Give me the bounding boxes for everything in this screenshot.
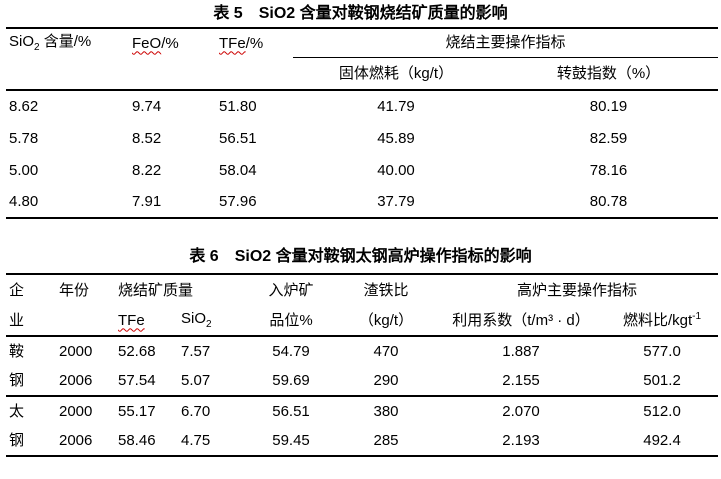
table5-row: 5.78 8.52 56.51 45.89 82.59 bbox=[6, 122, 718, 154]
cell-feo: 8.22 bbox=[132, 161, 162, 179]
cell-sio2: 5.78 bbox=[9, 129, 39, 147]
cell-feo: 7.91 bbox=[132, 193, 162, 210]
table5-row: 8.62 9.74 51.80 41.79 80.19 bbox=[6, 90, 718, 122]
cell-slag-ratio: 470 bbox=[373, 343, 399, 360]
cell-tfe: 57.54 bbox=[118, 372, 156, 389]
cell-fuel: 41.79 bbox=[377, 98, 415, 115]
cell-ore-grade: 59.69 bbox=[272, 372, 310, 389]
cell-tfe: 51.80 bbox=[219, 98, 257, 115]
cell-tfe: 56.51 bbox=[219, 129, 257, 147]
cell-tfe: 55.17 bbox=[115, 395, 178, 426]
cell-tfe: 58.04 bbox=[219, 161, 257, 179]
cell-year: 2006 bbox=[59, 432, 93, 449]
header-sio2: SiO2 bbox=[178, 305, 247, 337]
table5: SiO2 含量/% FeO/% TFe/% 烧结主要操作指标 固体燃耗（kg/t… bbox=[6, 27, 719, 219]
header-tumbler-index: 转鼓指数（%） bbox=[499, 57, 719, 91]
table6-header-row-2: 业 TFe SiO2 品位% （kg/t） 利用系数（t/m³ · d） 燃料比… bbox=[6, 305, 719, 337]
cell-tumbler: 78.16 bbox=[589, 161, 628, 179]
superscript: -1 bbox=[692, 311, 702, 322]
cell-sio2: 6.70 bbox=[178, 395, 247, 426]
subscript: 2 bbox=[34, 41, 40, 53]
cell-sio2: 7.57 bbox=[181, 343, 211, 360]
cell-utilization: 1.887 bbox=[502, 343, 540, 360]
table6-row: 钢 2006 57.54 5.07 59.69 290 2.155 501.2 bbox=[6, 366, 718, 396]
empty-cell bbox=[56, 305, 115, 337]
header-company-line2: 业 bbox=[6, 305, 56, 337]
spellcheck-underline: TFe bbox=[118, 311, 145, 329]
cell-feo: 8.52 bbox=[132, 129, 162, 147]
header-slag-ratio-line2: （kg/t） bbox=[336, 305, 437, 337]
header-sinter-quality-group: 烧结矿质量 bbox=[118, 281, 194, 299]
header-sinter-indicators-group: 烧结主要操作指标 bbox=[293, 28, 719, 58]
table6-row: 太 2000 55.17 6.70 56.51 380 2.070 512.0 bbox=[6, 395, 719, 426]
cell-year: 2006 bbox=[59, 372, 93, 389]
cell-sio2: 4.75 bbox=[181, 432, 211, 449]
table6-row: 鞍 2000 52.68 7.57 54.79 470 1.887 577.0 bbox=[6, 336, 718, 366]
empty-cell bbox=[129, 57, 216, 91]
header-company-line1: 企 bbox=[9, 281, 25, 299]
cell-ore-grade: 54.79 bbox=[272, 343, 310, 360]
cell-feo: 9.74 bbox=[132, 98, 162, 115]
cell-ore-grade: 59.45 bbox=[272, 432, 310, 449]
header-fuel-ratio: 燃料比/kgt-1 bbox=[606, 305, 719, 337]
cell-utilization: 2.155 bbox=[502, 372, 540, 389]
table5-row: 5.00 8.22 58.04 40.00 78.16 bbox=[6, 154, 718, 186]
header-charged-ore-line1: 入炉矿 bbox=[268, 281, 314, 299]
cell-company: 鞍 bbox=[9, 343, 25, 360]
cell-company: 钢 bbox=[9, 372, 25, 389]
cell-fuel: 40.00 bbox=[377, 161, 415, 179]
cell-year: 2000 bbox=[56, 395, 115, 426]
cell-tumbler: 80.19 bbox=[589, 98, 628, 115]
cell-tfe: 57.96 bbox=[219, 193, 257, 210]
cell-tfe: 58.46 bbox=[118, 432, 156, 449]
cell-fuel: 37.79 bbox=[377, 193, 415, 210]
cell-tumbler: 82.59 bbox=[589, 129, 628, 147]
cell-sio2: 8.62 bbox=[9, 98, 39, 115]
cell-fuel: 45.89 bbox=[377, 129, 415, 147]
spellcheck-underline: FeO bbox=[132, 34, 162, 52]
table6-title: 表 6 SiO2 含量对鞍钢太钢高炉操作指标的影响 bbox=[189, 248, 532, 265]
header-slag-ratio-line1: 渣铁比 bbox=[363, 281, 409, 299]
cell-slag-ratio: 380 bbox=[336, 395, 437, 426]
cell-sio2: 5.07 bbox=[181, 372, 211, 389]
table6-row: 钢 2006 58.46 4.75 59.45 285 2.193 492.4 bbox=[6, 426, 718, 456]
header-bf-indicators-group: 高炉主要操作指标 bbox=[517, 281, 638, 299]
cell-company: 钢 bbox=[9, 432, 25, 449]
cell-fuel-ratio: 577.0 bbox=[643, 343, 681, 360]
cell-year: 2000 bbox=[59, 343, 93, 360]
header-feo: FeO/% bbox=[132, 34, 179, 52]
empty-cell bbox=[216, 57, 293, 91]
cell-fuel-ratio: 492.4 bbox=[643, 432, 681, 449]
table5-title: 表 5 SiO2 含量对鞍钢烧结矿质量的影响 bbox=[213, 5, 508, 22]
table6-header-row-1: 企 年份 烧结矿质量 入炉矿 渣铁比 高炉主要操作指标 bbox=[6, 274, 718, 305]
cell-tumbler: 80.78 bbox=[589, 193, 628, 210]
table5-header-row-2: 固体燃耗（kg/t） 转鼓指数（%） bbox=[6, 57, 719, 91]
cell-slag-ratio: 285 bbox=[373, 432, 399, 449]
header-charged-ore-line2: 品位% bbox=[246, 305, 337, 337]
cell-fuel-ratio: 512.0 bbox=[606, 395, 719, 426]
cell-utilization: 2.070 bbox=[436, 395, 607, 426]
cell-tfe: 52.68 bbox=[118, 343, 156, 360]
cell-slag-ratio: 290 bbox=[373, 372, 399, 389]
table5-row: 4.80 7.91 57.96 37.79 80.78 bbox=[6, 186, 718, 218]
cell-fuel-ratio: 501.2 bbox=[643, 372, 681, 389]
header-sio2-content: SiO2 含量/% bbox=[9, 32, 92, 53]
header-solid-fuel-consumption: 固体燃耗（kg/t） bbox=[293, 57, 499, 91]
header-tfe: TFe/% bbox=[219, 34, 264, 52]
cell-ore-grade: 56.51 bbox=[246, 395, 337, 426]
empty-cell bbox=[6, 57, 129, 91]
table6: 企 年份 烧结矿质量 入炉矿 渣铁比 高炉主要操作指标 业 TFe SiO2 品… bbox=[6, 273, 719, 457]
header-utilization-coefficient: 利用系数（t/m³ · d） bbox=[436, 305, 607, 337]
header-tfe: TFe bbox=[115, 305, 178, 337]
spellcheck-underline: TFe bbox=[219, 34, 246, 52]
table5-header-row-1: SiO2 含量/% FeO/% TFe/% 烧结主要操作指标 bbox=[6, 28, 719, 58]
cell-sio2: 5.00 bbox=[9, 161, 39, 179]
header-year: 年份 bbox=[59, 281, 90, 299]
subscript: 2 bbox=[206, 318, 212, 330]
cell-company: 太 bbox=[6, 395, 56, 426]
cell-sio2: 4.80 bbox=[9, 193, 39, 210]
cell-utilization: 2.193 bbox=[502, 432, 540, 449]
